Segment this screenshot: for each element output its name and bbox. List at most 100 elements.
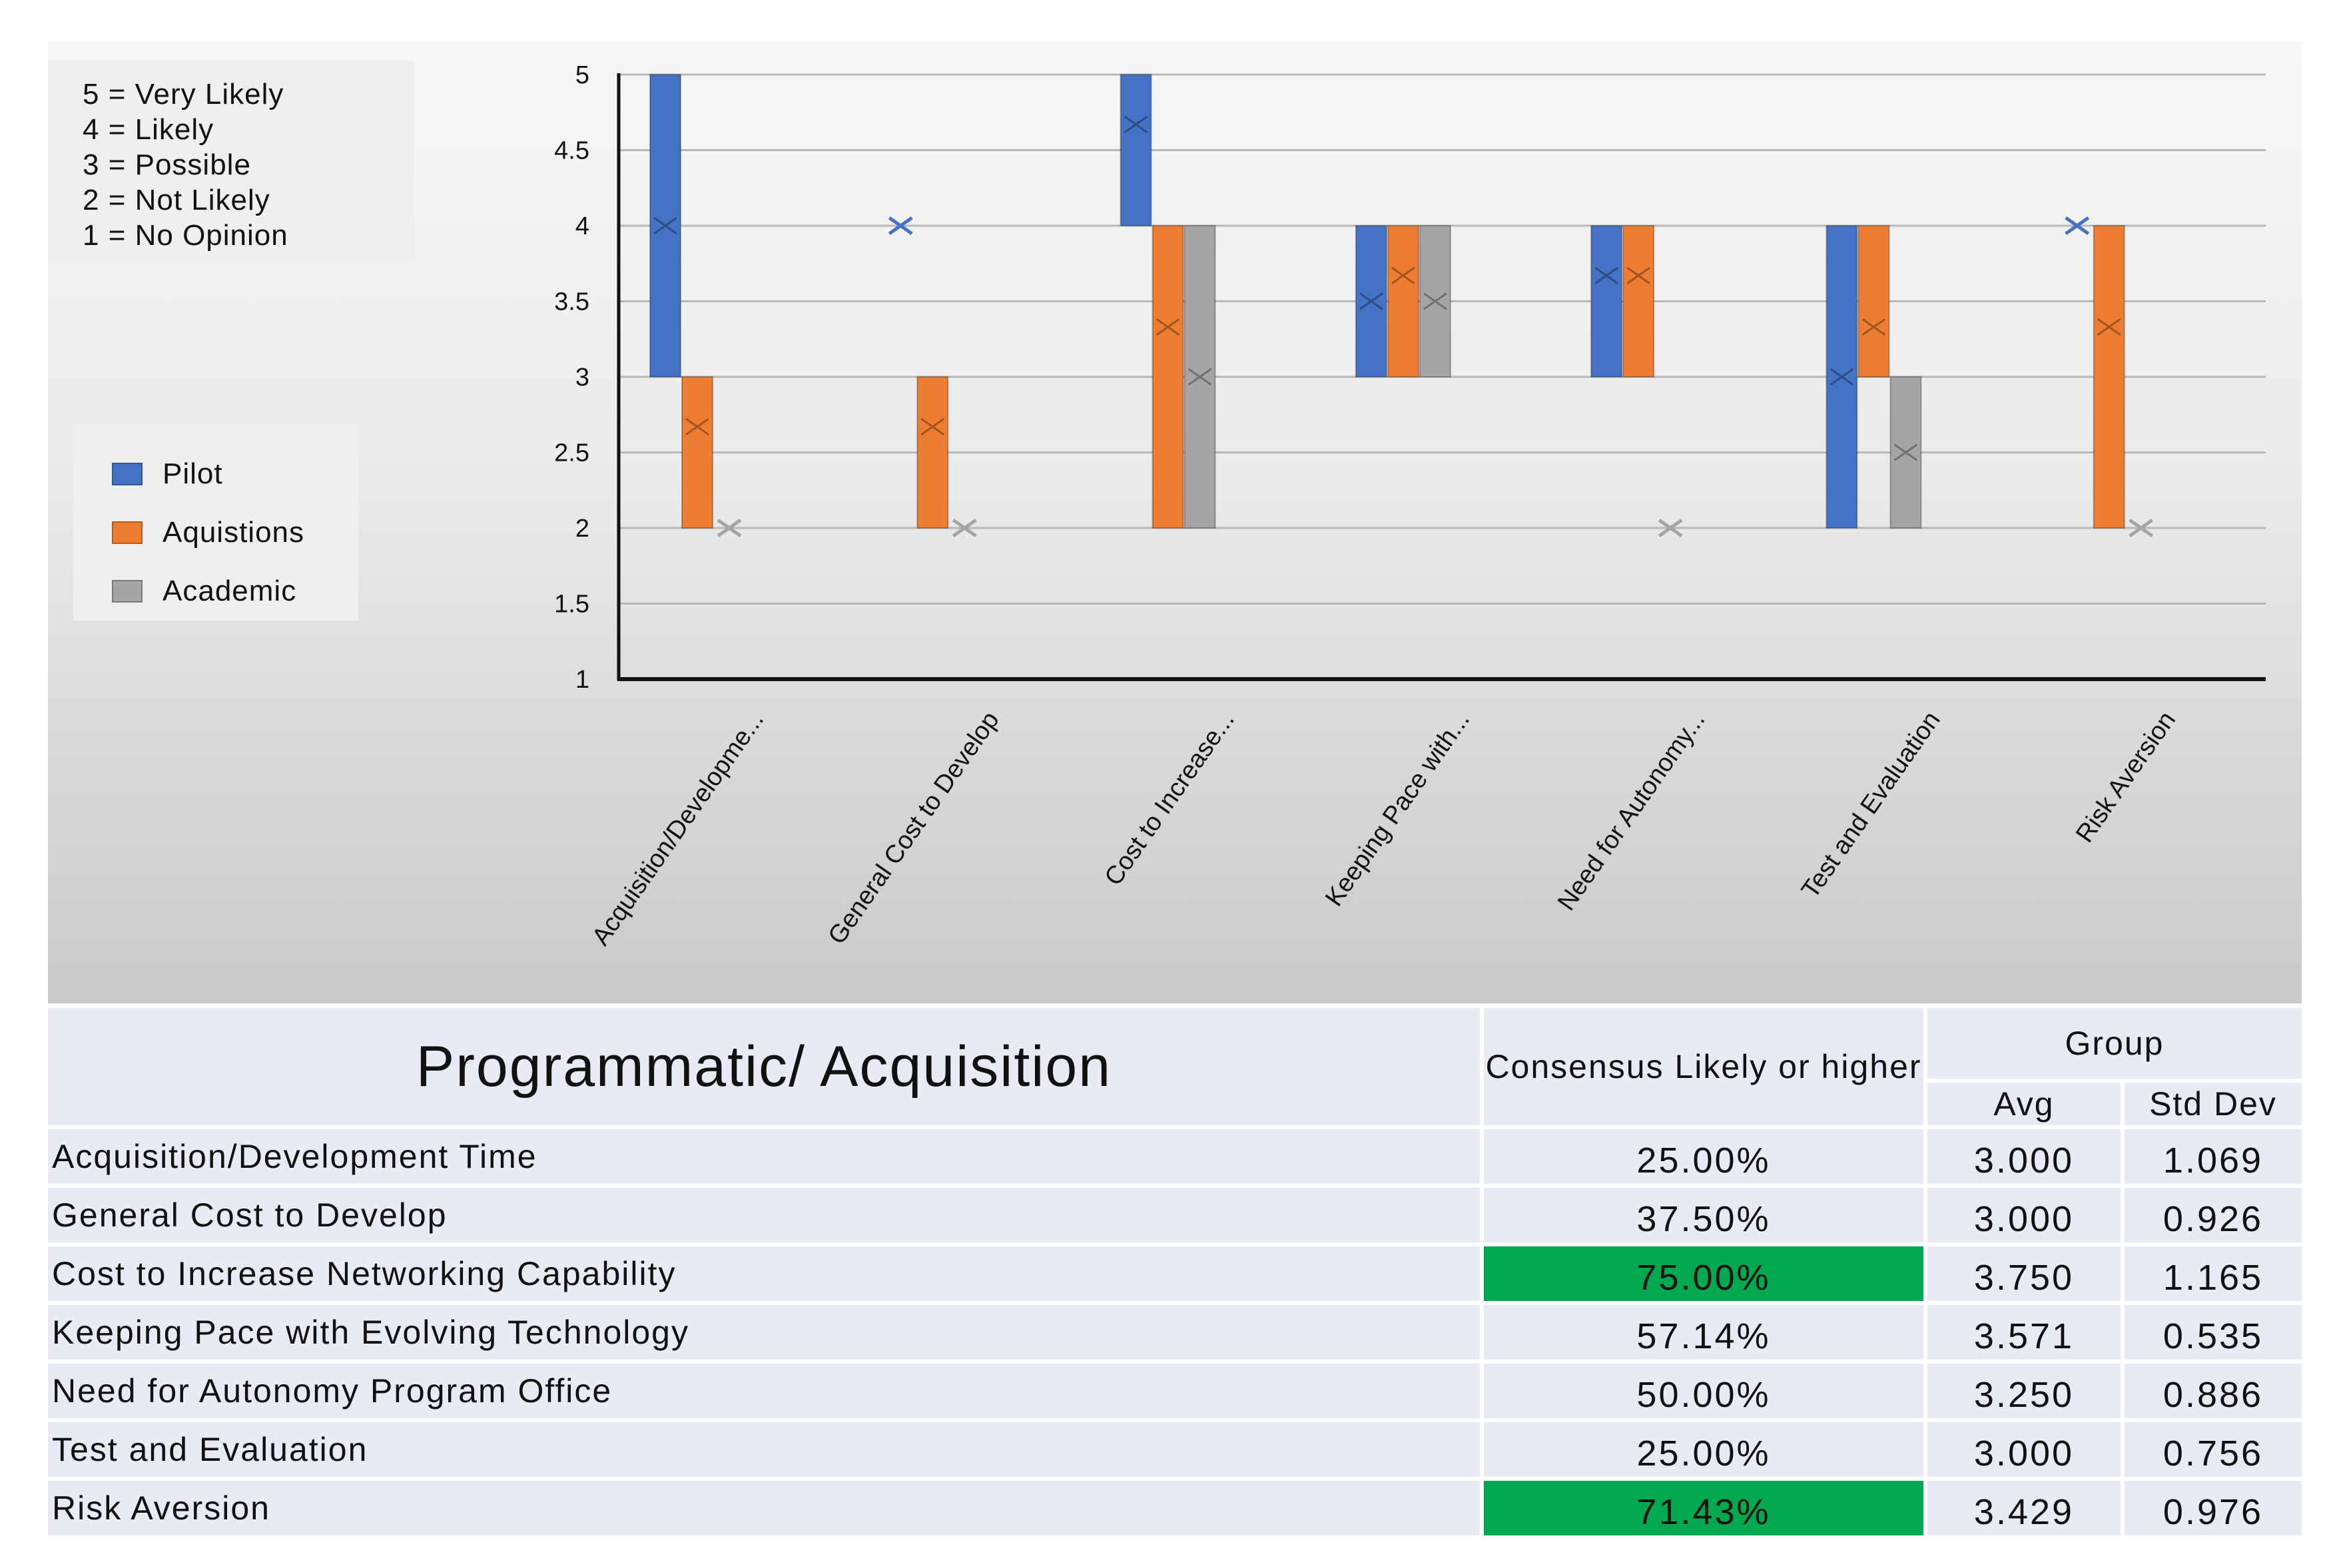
box-pilot — [649, 74, 681, 378]
mean-marker-aquistions — [685, 417, 709, 436]
row-label: Need for Autonomy Program Office — [48, 1364, 1480, 1418]
chart-panel: 5 4.5 4 3.5 3 2.5 2 1.5 1 Acquisition/Developme..… — [48, 41, 2302, 1003]
avg-cell: 3.250 — [1927, 1364, 2121, 1418]
legend-swatch — [112, 521, 143, 544]
mean-marker-academic — [1658, 519, 1683, 537]
avg-cell: 3.000 — [1927, 1422, 2121, 1477]
x-category-label: Risk Aversion — [2071, 706, 2181, 848]
consensus-cell: 25.00% — [1484, 1422, 1923, 1477]
y-tick-label: 5 — [575, 61, 589, 89]
results-table: Programmatic/ Acquisition Consensus Like… — [48, 1008, 2302, 1535]
mean-marker-academic — [1187, 368, 1212, 386]
x-category-label: General Cost to Develop — [823, 706, 1005, 949]
mean-marker-aquistions — [1391, 266, 1415, 285]
box-academic — [1889, 376, 1922, 529]
legend-item-aquistions: Aquistions — [73, 503, 358, 562]
scale-key-line: 3 = Possible — [83, 148, 251, 181]
mean-marker-pilot — [2065, 216, 2090, 235]
y-tick-label: 3 — [575, 364, 589, 392]
scale-key-line: 2 = Not Likely — [83, 184, 270, 216]
avg-cell: 3.000 — [1927, 1188, 2121, 1242]
box-pilot — [1355, 225, 1387, 378]
legend-swatch — [112, 463, 143, 485]
row-label: Test and Evaluation — [48, 1422, 1480, 1477]
box-academic — [1183, 225, 1216, 529]
scale-key-line: 4 = Likely — [83, 113, 214, 146]
y-tick-label: 2 — [575, 515, 589, 543]
x-category-label: Need for Autonomy... — [1552, 706, 1711, 915]
std-dev-cell: 0.886 — [2125, 1364, 2302, 1418]
mean-marker-academic — [1423, 292, 1447, 310]
mean-marker-aquistions — [1626, 266, 1651, 285]
x-category-label: Cost to Increase... — [1100, 706, 1240, 891]
row-label: Acquisition/Development Time — [48, 1129, 1480, 1184]
std-dev-cell: 0.535 — [2125, 1305, 2302, 1360]
x-category-label: Acquisition/Developme... — [587, 706, 769, 951]
mean-marker-aquistions — [920, 417, 945, 436]
box-aquistions — [916, 376, 949, 529]
box-plot-chart: 5 4.5 4 3.5 3 2.5 2 1.5 1 Acquisition/Developme..… — [554, 61, 2266, 951]
consensus-cell: 71.43% — [1484, 1481, 1923, 1535]
mean-marker-academic — [2129, 519, 2154, 537]
std-dev-cell: 1.165 — [2125, 1246, 2302, 1301]
row-label: Keeping Pace with Evolving Technology — [48, 1305, 1480, 1360]
y-tick-label: 1 — [575, 666, 589, 694]
avg-cell: 3.571 — [1927, 1305, 2121, 1360]
mean-marker-pilot — [888, 216, 913, 235]
y-tick-label: 4 — [575, 212, 589, 240]
mean-marker-academic — [952, 519, 977, 537]
mean-marker-pilot — [653, 216, 677, 235]
avg-cell: 3.000 — [1927, 1129, 2121, 1184]
mean-marker-pilot — [1594, 266, 1619, 285]
x-category-label: Keeping Pace with... — [1320, 706, 1475, 912]
legend-label: Aquistions — [163, 516, 305, 549]
mean-marker-pilot — [1830, 368, 1854, 386]
mean-marker-aquistions — [1861, 318, 1886, 336]
mean-marker-academic — [1893, 443, 1918, 461]
y-tick-label: 2.5 — [554, 439, 589, 467]
y-tick-label: 4.5 — [554, 137, 589, 165]
consensus-cell: 25.00% — [1484, 1129, 1923, 1184]
avg-cell: 3.750 — [1927, 1246, 2121, 1301]
box-pilot — [1590, 225, 1623, 378]
legend-label: Pilot — [163, 457, 223, 490]
box-pilot — [1120, 74, 1152, 226]
x-category-label: Test and Evaluation — [1796, 706, 1946, 904]
std-dev-cell: 1.069 — [2125, 1129, 2302, 1184]
table-title: Programmatic/ Acquisition — [48, 1008, 1480, 1125]
legend-item-academic: Academic — [73, 562, 358, 621]
consensus-header: Consensus Likely or higher — [1484, 1008, 1923, 1125]
group-header: Group — [1927, 1008, 2302, 1079]
rating-scale-key: 5 = Very Likely 4 = Likely 3 = Possible … — [48, 61, 414, 260]
box-aquistions — [2093, 225, 2125, 529]
box-aquistions — [1622, 225, 1655, 378]
row-label: Cost to Increase Networking Capability — [48, 1246, 1480, 1301]
mean-marker-aquistions — [1156, 318, 1180, 336]
mean-marker-pilot — [1359, 292, 1383, 310]
box-academic — [1419, 225, 1451, 378]
scale-key-line: 1 = No Opinion — [83, 219, 288, 252]
y-tick-label: 1.5 — [554, 591, 589, 619]
box-aquistions — [1387, 225, 1419, 378]
consensus-cell: 57.14% — [1484, 1305, 1923, 1360]
std-dev-header: Std Dev — [2125, 1083, 2302, 1125]
y-tick-label: 3.5 — [554, 288, 589, 316]
chart-legend: Pilot Aquistions Academic — [73, 425, 358, 621]
row-label: Risk Aversion — [48, 1481, 1480, 1535]
consensus-cell: 50.00% — [1484, 1364, 1923, 1418]
std-dev-cell: 0.976 — [2125, 1481, 2302, 1535]
std-dev-cell: 0.926 — [2125, 1188, 2302, 1242]
mean-marker-aquistions — [2097, 318, 2121, 336]
consensus-cell: 37.50% — [1484, 1188, 1923, 1242]
legend-swatch — [112, 580, 143, 603]
legend-label: Academic — [163, 575, 297, 607]
legend-item-pilot: Pilot — [73, 445, 358, 503]
mean-marker-academic — [717, 519, 742, 537]
box-aquistions — [1857, 225, 1890, 378]
box-aquistions — [681, 376, 713, 529]
std-dev-cell: 0.756 — [2125, 1422, 2302, 1477]
consensus-cell: 75.00% — [1484, 1246, 1923, 1301]
mean-marker-pilot — [1124, 115, 1148, 134]
avg-header: Avg — [1927, 1083, 2121, 1125]
row-label: General Cost to Develop — [48, 1188, 1480, 1242]
